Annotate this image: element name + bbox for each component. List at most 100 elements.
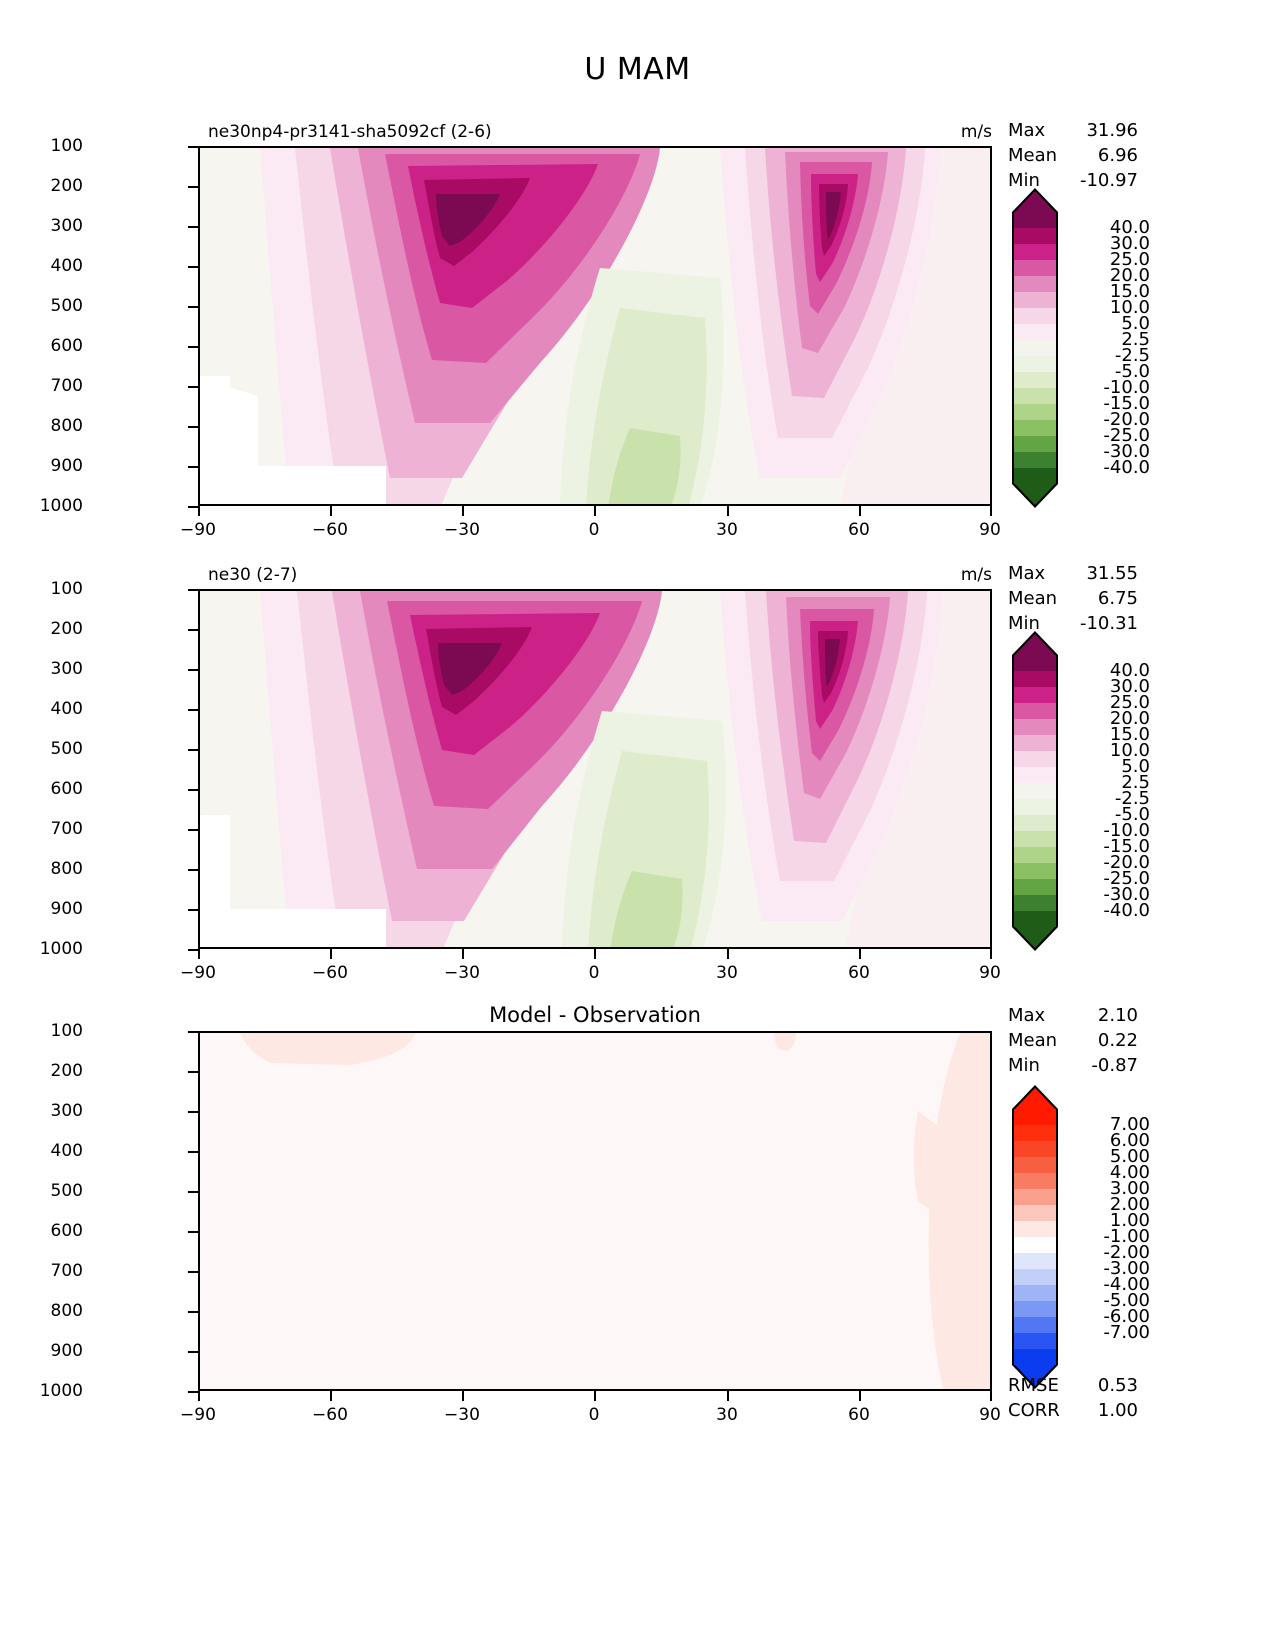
panel-difference-axes [198, 1031, 992, 1391]
panel-model-colorbar [1012, 188, 1058, 508]
colorbar-body [1012, 655, 1058, 927]
panel-model-xtick-m30: −30 [444, 520, 480, 540]
panel-observation-xtickmark-m60 [330, 949, 332, 959]
panel-observation-ytick-900: 900 [50, 899, 83, 919]
panel-difference-xtickmark-90 [990, 1391, 992, 1401]
panel-model-axes [198, 146, 992, 506]
panel-observation-stats: Max 31.55 Mean 6.75 Min -10.31 [1008, 561, 1258, 636]
panel-model-ytickmark-1000 [188, 506, 198, 508]
cbar-label-m4: -4.00 [1103, 1274, 1150, 1295]
panel-observation-ytick-500: 500 [50, 739, 83, 759]
cbar-label-m25: -25.0 [1103, 868, 1150, 889]
panel-model-ytick-400: 400 [50, 256, 83, 276]
colorbar-body [1012, 212, 1058, 484]
panel-observation-ytick-400: 400 [50, 699, 83, 719]
cbar-label-20: 20.0 [1109, 265, 1150, 286]
panel-model-stats: Max 31.96 Mean 6.96 Min -10.97 [1008, 118, 1258, 193]
panel-model-xtickmark-60 [859, 506, 861, 516]
panel-observation-ytickmark-500 [188, 749, 198, 751]
panel-difference-xtick-60: 60 [848, 1405, 870, 1425]
panel-model-xtick-m60: −60 [312, 520, 348, 540]
panel-difference-ytickmark-100 [188, 1031, 198, 1033]
panel-difference-ytickmark-900 [188, 1351, 198, 1353]
panel-difference-ytickmark-400 [188, 1151, 198, 1153]
stat-min-key: Min [1008, 1055, 1040, 1076]
cbar-label-m5: -5.0 [1114, 361, 1150, 382]
stat-max-key: Max [1008, 1005, 1046, 1026]
panel-difference-ytickmark-200 [188, 1071, 198, 1073]
panel-model-xtickmark-m90 [198, 506, 200, 516]
panel-model-xtick-30: 30 [716, 520, 738, 540]
stat-mean: Mean 6.96 [1008, 143, 1258, 168]
panel-difference-ytickmark-800 [188, 1311, 198, 1313]
panel-difference-xtickmark-m60 [330, 1391, 332, 1401]
cbar-label-m2: -2.00 [1103, 1242, 1150, 1263]
panel-model-ytickmark-500 [188, 306, 198, 308]
panel-model-ytick-700: 700 [50, 376, 83, 396]
panel-observation-ytick-1000: 1000 [39, 939, 83, 959]
colorbar-extend-bottom-arrow [1012, 927, 1058, 951]
panel-difference-contours [200, 1033, 990, 1389]
panel-observation-xtickmark-m30 [462, 949, 464, 959]
panel-observation-xtickmark-m90 [198, 949, 200, 959]
stat-rmse-value: 0.53 [1097, 1375, 1138, 1396]
cbar-label-2p5: 2.5 [1121, 329, 1150, 350]
panel-model-ytickmark-600 [188, 346, 198, 348]
panel-difference-xtickmark-0 [594, 1391, 596, 1401]
stat-max-value: 31.55 [1086, 563, 1138, 584]
panel-model-xtickmark-90 [990, 506, 992, 516]
panel-observation-contours [200, 591, 990, 947]
panel-model-xtickmark-m30 [462, 506, 464, 516]
panel-difference-xtick-m90: −90 [180, 1405, 216, 1425]
stat-min-value: -0.87 [1091, 1055, 1138, 1076]
cbar-label-5: 5.0 [1121, 313, 1150, 334]
panel-model-ytick-600: 600 [50, 336, 83, 356]
stat-mean: Mean 6.75 [1008, 586, 1258, 611]
cbar-label-m3: -3.00 [1103, 1258, 1150, 1279]
stat-min: Min -10.97 [1008, 168, 1258, 193]
stat-max: Max 31.55 [1008, 561, 1258, 586]
panel-observation-xtick-30: 30 [716, 963, 738, 983]
cbar-label-m20: -20.0 [1103, 852, 1150, 873]
stat-mean-value: 6.75 [1097, 588, 1138, 609]
cbar-label-m30: -30.0 [1103, 441, 1150, 462]
stat-max: Max 31.96 [1008, 118, 1258, 143]
panel-observation-subtitle: ne30 (2-7) [208, 565, 298, 585]
cbar-label-20: 20.0 [1109, 708, 1150, 729]
panel-model-ytick-500: 500 [50, 296, 83, 316]
panel-difference-ytickmark-1000 [188, 1391, 198, 1393]
cbar-label-15: 15.0 [1109, 724, 1150, 745]
panel-difference-xtick-30: 30 [716, 1405, 738, 1425]
panel-model-ytick-300: 300 [50, 216, 83, 236]
observation-contour-svg [200, 591, 990, 947]
panel-observation-xtick-m60: −60 [312, 963, 348, 983]
stat-min-value: -10.31 [1079, 613, 1138, 634]
panel-observation-xtickmark-90 [990, 949, 992, 959]
panel-model-ytickmark-200 [188, 186, 198, 188]
panel-difference-ytick-800: 800 [50, 1301, 83, 1321]
cbar-label-m10: -10.0 [1103, 377, 1150, 398]
panel-observation-ytick-100: 100 [50, 579, 83, 599]
stat-mean-value: 0.22 [1097, 1030, 1138, 1051]
stat-corr-value: 1.00 [1097, 1400, 1138, 1421]
panel-observation-ytick-600: 600 [50, 779, 83, 799]
panel-observation-xtickmark-30 [727, 949, 729, 959]
model-contour-svg [200, 148, 990, 504]
stat-mean-key: Mean [1008, 145, 1058, 166]
colorbar-extend-top-arrow [1012, 1085, 1058, 1109]
colorbar-extend-top-arrow [1012, 631, 1058, 655]
cbar-label-m10: -10.0 [1103, 820, 1150, 841]
panel-model-contours [200, 148, 990, 504]
panel-observation-colorbar [1012, 631, 1058, 951]
colorbar-extend-bottom-arrow [1012, 484, 1058, 508]
stat-max-key: Max [1008, 120, 1046, 141]
panel-observation-xtick-m30: −30 [444, 963, 480, 983]
panel-observation-ytickmark-800 [188, 869, 198, 871]
panel-observation-ytick-800: 800 [50, 859, 83, 879]
stat-max-key: Max [1008, 563, 1046, 584]
panel-model-xtick-90: 90 [979, 520, 1001, 540]
panel-difference-ytickmark-300 [188, 1111, 198, 1113]
panel-model-ytick-800: 800 [50, 416, 83, 436]
cbar-label-40: 40.0 [1109, 660, 1150, 681]
panel-observation-xtick-0: 0 [588, 963, 600, 983]
